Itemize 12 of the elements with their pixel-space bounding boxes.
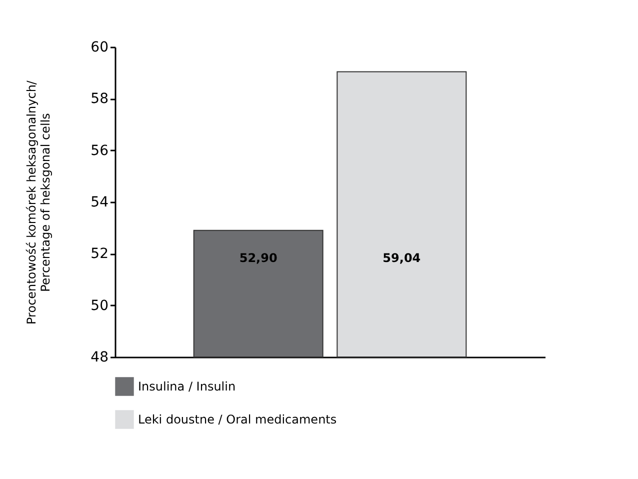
y-tick-label: 60 [90,40,108,56]
y-tick-label: 56 [90,142,109,159]
y-tick-label: 50 [90,298,108,314]
y-axis-title: Procentowość komórek heksagonalnych/ Percentage of heksgonal cells [24,80,53,324]
y-tick-label: 58 [90,91,108,108]
data-label: 52,90 [239,250,278,265]
y-tick-label: 52 [90,246,108,262]
y-tick-label: 54 [90,194,109,210]
legend-label: Leki doustne / Oral medicaments [138,412,337,426]
legend-label: Insulina / Insulin [138,380,236,394]
data-label: 59,04 [382,250,421,265]
y-tick-label: 48 [90,350,108,366]
